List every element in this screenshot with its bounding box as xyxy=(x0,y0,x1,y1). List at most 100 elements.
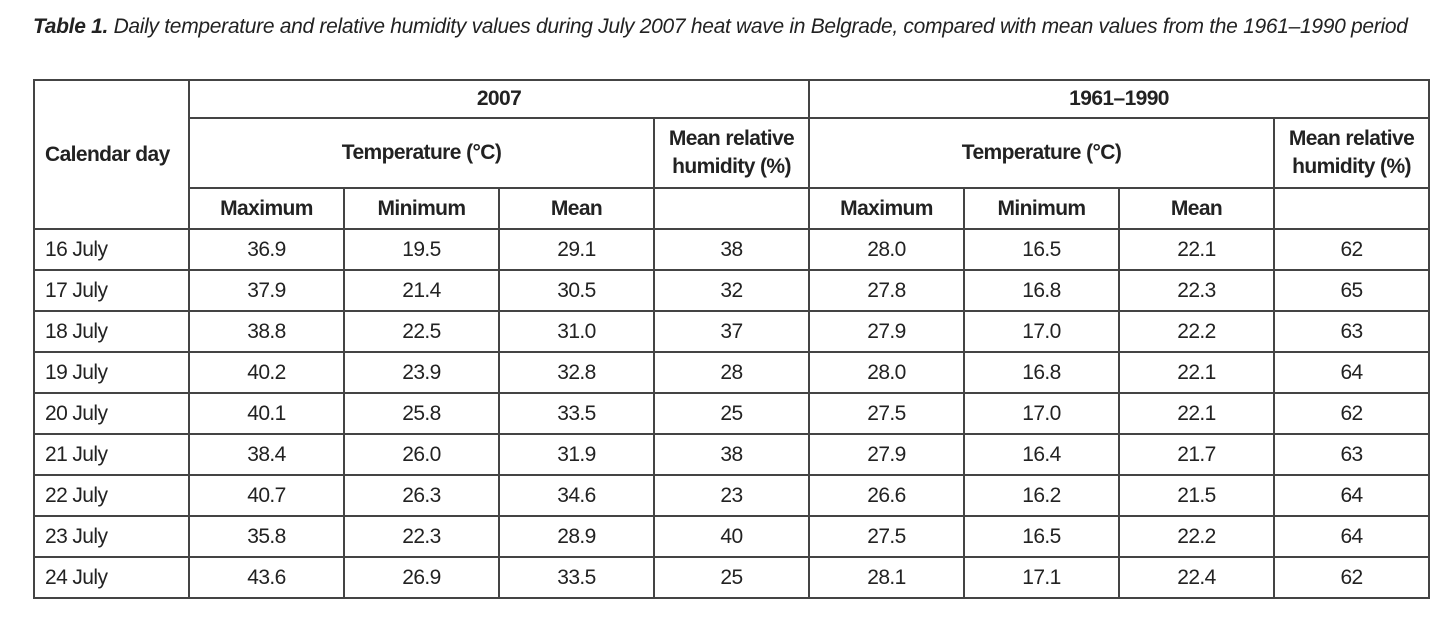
cell-humidity-1961-1990: 62 xyxy=(1273,392,1431,435)
cell-mean-2007: 31.9 xyxy=(498,433,655,476)
cell-calendar-day: 21 July xyxy=(33,433,190,476)
cell-calendar-day: 18 July xyxy=(33,310,190,353)
cell-mean-2007: 34.6 xyxy=(498,474,655,517)
table-row: 16 July 36.9 19.5 29.1 38 28.0 16.5 22.1 62 xyxy=(33,228,1431,271)
cell-max-1961-1990: 27.5 xyxy=(808,392,966,435)
cell-mean-2007: 29.1 xyxy=(498,228,655,271)
cell-calendar-day: 16 July xyxy=(33,228,190,271)
cell-humidity-1961-1990: 63 xyxy=(1273,433,1431,476)
cell-max-1961-1990: 28.0 xyxy=(808,351,966,394)
cell-min-1961-1990: 16.5 xyxy=(963,515,1121,558)
cell-humidity-1961-1990: 65 xyxy=(1273,269,1431,312)
cell-min-2007: 19.5 xyxy=(343,228,500,271)
table-row: 20 July 40.1 25.8 33.5 25 27.5 17.0 22.1 62 xyxy=(33,392,1431,435)
cell-humidity-2007: 28 xyxy=(652,351,811,394)
data-table: Calendar day 2007 1961–1990 Temperature … xyxy=(33,79,1431,599)
cell-min-2007: 26.9 xyxy=(343,556,500,599)
cell-humidity-2007: 38 xyxy=(652,433,811,476)
table-row: 18 July 38.8 22.5 31.0 37 27.9 17.0 22.2 63 xyxy=(33,310,1431,353)
table-row: 24 July 43.6 26.9 33.5 25 28.1 17.1 22.4 62 xyxy=(33,556,1431,599)
cell-calendar-day: 24 July xyxy=(33,556,190,599)
header-empty-1961-1990 xyxy=(1273,187,1431,230)
cell-min-1961-1990: 16.8 xyxy=(963,269,1121,312)
cell-max-1961-1990: 27.8 xyxy=(808,269,966,312)
header-mean-1961-1990: Mean xyxy=(1118,187,1276,230)
cell-max-2007: 35.8 xyxy=(188,515,345,558)
header-maximum-2007: Maximum xyxy=(188,187,345,230)
cell-mean-1961-1990: 22.3 xyxy=(1118,269,1276,312)
table-row: 17 July 37.9 21.4 30.5 32 27.8 16.8 22.3 65 xyxy=(33,269,1431,312)
cell-max-2007: 40.2 xyxy=(188,351,345,394)
cell-calendar-day: 22 July xyxy=(33,474,190,517)
table-row: 21 July 38.4 26.0 31.9 38 27.9 16.4 21.7 63 xyxy=(33,433,1431,476)
cell-mean-2007: 33.5 xyxy=(498,556,655,599)
cell-min-2007: 22.3 xyxy=(343,515,500,558)
table-row: 22 July 40.7 26.3 34.6 23 26.6 16.2 21.5 64 xyxy=(33,474,1431,517)
cell-max-1961-1990: 28.0 xyxy=(808,228,966,271)
table-caption: Table 1. Daily temperature and relative … xyxy=(33,12,1443,41)
table-label: Table 1. xyxy=(33,15,109,38)
cell-min-1961-1990: 17.1 xyxy=(963,556,1121,599)
header-humidity-2007: Mean relative humidity (%) xyxy=(652,117,811,189)
cell-mean-1961-1990: 21.5 xyxy=(1118,474,1276,517)
cell-humidity-2007: 32 xyxy=(652,269,811,312)
cell-min-1961-1990: 16.4 xyxy=(963,433,1121,476)
cell-calendar-day: 23 July xyxy=(33,515,190,558)
header-empty-2007 xyxy=(652,187,811,230)
cell-humidity-1961-1990: 63 xyxy=(1273,310,1431,353)
cell-humidity-1961-1990: 64 xyxy=(1273,351,1431,394)
cell-min-2007: 21.4 xyxy=(343,269,500,312)
cell-calendar-day: 20 July xyxy=(33,392,190,435)
cell-humidity-2007: 40 xyxy=(652,515,811,558)
table-row: 23 July 35.8 22.3 28.9 40 27.5 16.5 22.2 64 xyxy=(33,515,1431,558)
cell-min-1961-1990: 16.5 xyxy=(963,228,1121,271)
caption-text: Daily temperature and relative humidity … xyxy=(108,15,1408,38)
cell-min-1961-1990: 16.8 xyxy=(963,351,1121,394)
cell-mean-1961-1990: 21.7 xyxy=(1118,433,1276,476)
cell-min-1961-1990: 16.2 xyxy=(963,474,1121,517)
header-humidity-1961-1990: Mean relative humidity (%) xyxy=(1273,117,1431,189)
cell-min-2007: 22.5 xyxy=(343,310,500,353)
cell-max-2007: 40.1 xyxy=(188,392,345,435)
cell-max-2007: 37.9 xyxy=(188,269,345,312)
cell-mean-1961-1990: 22.1 xyxy=(1118,351,1276,394)
cell-min-1961-1990: 17.0 xyxy=(963,310,1121,353)
cell-humidity-2007: 38 xyxy=(652,228,811,271)
cell-max-2007: 43.6 xyxy=(188,556,345,599)
cell-mean-1961-1990: 22.1 xyxy=(1118,392,1276,435)
cell-max-2007: 38.4 xyxy=(188,433,345,476)
cell-humidity-1961-1990: 64 xyxy=(1273,515,1431,558)
header-temperature-1961-1990: Temperature (°C) xyxy=(808,117,1276,189)
cell-mean-2007: 32.8 xyxy=(498,351,655,394)
cell-humidity-2007: 37 xyxy=(652,310,811,353)
cell-mean-2007: 28.9 xyxy=(498,515,655,558)
cell-min-2007: 25.8 xyxy=(343,392,500,435)
cell-humidity-1961-1990: 62 xyxy=(1273,228,1431,271)
cell-max-1961-1990: 28.1 xyxy=(808,556,966,599)
cell-max-2007: 36.9 xyxy=(188,228,345,271)
cell-min-2007: 23.9 xyxy=(343,351,500,394)
cell-mean-2007: 30.5 xyxy=(498,269,655,312)
cell-humidity-2007: 25 xyxy=(652,556,811,599)
header-group-1961-1990: 1961–1990 xyxy=(808,79,1431,119)
cell-humidity-2007: 23 xyxy=(652,474,811,517)
cell-min-2007: 26.3 xyxy=(343,474,500,517)
cell-mean-1961-1990: 22.4 xyxy=(1118,556,1276,599)
cell-min-2007: 26.0 xyxy=(343,433,500,476)
cell-mean-1961-1990: 22.2 xyxy=(1118,515,1276,558)
header-group-2007: 2007 xyxy=(187,79,811,119)
header-mean-2007: Mean xyxy=(498,187,655,230)
table-row: 19 July 40.2 23.9 32.8 28 28.0 16.8 22.1 64 xyxy=(33,351,1431,394)
cell-mean-2007: 31.0 xyxy=(498,310,655,353)
cell-min-1961-1990: 17.0 xyxy=(963,392,1121,435)
cell-max-2007: 40.7 xyxy=(188,474,345,517)
cell-max-1961-1990: 27.9 xyxy=(808,433,966,476)
cell-mean-1961-1990: 22.1 xyxy=(1118,228,1276,271)
header-temperature-2007: Temperature (°C) xyxy=(188,117,655,189)
cell-max-2007: 38.8 xyxy=(188,310,345,353)
cell-max-1961-1990: 27.5 xyxy=(808,515,966,558)
header-calendar-day: Calendar day xyxy=(33,79,190,230)
cell-calendar-day: 19 July xyxy=(33,351,190,394)
cell-mean-2007: 33.5 xyxy=(498,392,655,435)
cell-max-1961-1990: 27.9 xyxy=(808,310,966,353)
